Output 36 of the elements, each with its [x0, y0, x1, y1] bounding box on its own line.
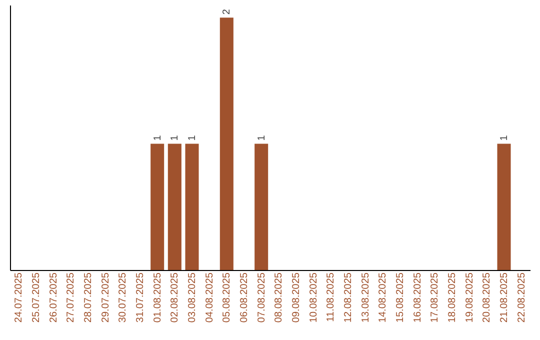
x-tick-label: 16.08.2025 — [412, 272, 424, 323]
x-tick-label: 06.08.2025 — [239, 272, 250, 323]
x-tick-label: 12.08.2025 — [343, 272, 354, 323]
x-tick-label: 07.08.2025 — [256, 272, 268, 323]
x-tick-label: 28.07.2025 — [83, 272, 94, 323]
x-tick-label: 24.07.2025 — [14, 272, 25, 323]
x-tick-label: 22.08.2025 — [516, 272, 528, 323]
data-label: 2 — [222, 8, 233, 15]
x-tick-label: 25.07.2025 — [31, 272, 42, 323]
x-tick-label: 03.08.2025 — [187, 272, 198, 323]
x-tick-label: 14.08.2025 — [378, 272, 389, 323]
x-tick-label: 26.07.2025 — [48, 272, 60, 323]
x-tick-label: 10.08.2025 — [308, 272, 320, 323]
data-label: 1 — [499, 134, 510, 141]
x-tick-label: 31.07.2025 — [135, 272, 146, 323]
x-tick-label: 21.08.2025 — [499, 272, 510, 323]
x-tick-label: 05.08.2025 — [222, 272, 233, 323]
x-tick-label: 08.08.2025 — [274, 272, 285, 323]
data-label: 1 — [152, 134, 164, 141]
x-tick-label: 13.08.2025 — [360, 272, 372, 323]
x-tick-label: 02.08.2025 — [170, 272, 181, 323]
data-label: 1 — [256, 134, 268, 141]
x-tick-label: 01.08.2025 — [152, 272, 164, 323]
x-tick-label: 19.08.2025 — [464, 272, 476, 323]
x-tick-label: 30.07.2025 — [118, 272, 129, 323]
x-tick-label: 17.08.2025 — [430, 272, 441, 323]
x-tick-label: 18.08.2025 — [447, 272, 458, 323]
data-label: 1 — [170, 134, 181, 141]
x-tick-label: 09.08.2025 — [291, 272, 302, 323]
x-tick-label: 15.08.2025 — [395, 272, 406, 323]
x-tick-label: 20.08.2025 — [482, 272, 493, 323]
x-tick-label: 29.07.2025 — [100, 272, 112, 323]
data-label: 1 — [187, 134, 198, 141]
x-tick-label: 04.08.2025 — [204, 272, 216, 323]
x-tick-label: 27.07.2025 — [66, 272, 77, 323]
x-tick-label: 11.08.2025 — [326, 272, 337, 322]
